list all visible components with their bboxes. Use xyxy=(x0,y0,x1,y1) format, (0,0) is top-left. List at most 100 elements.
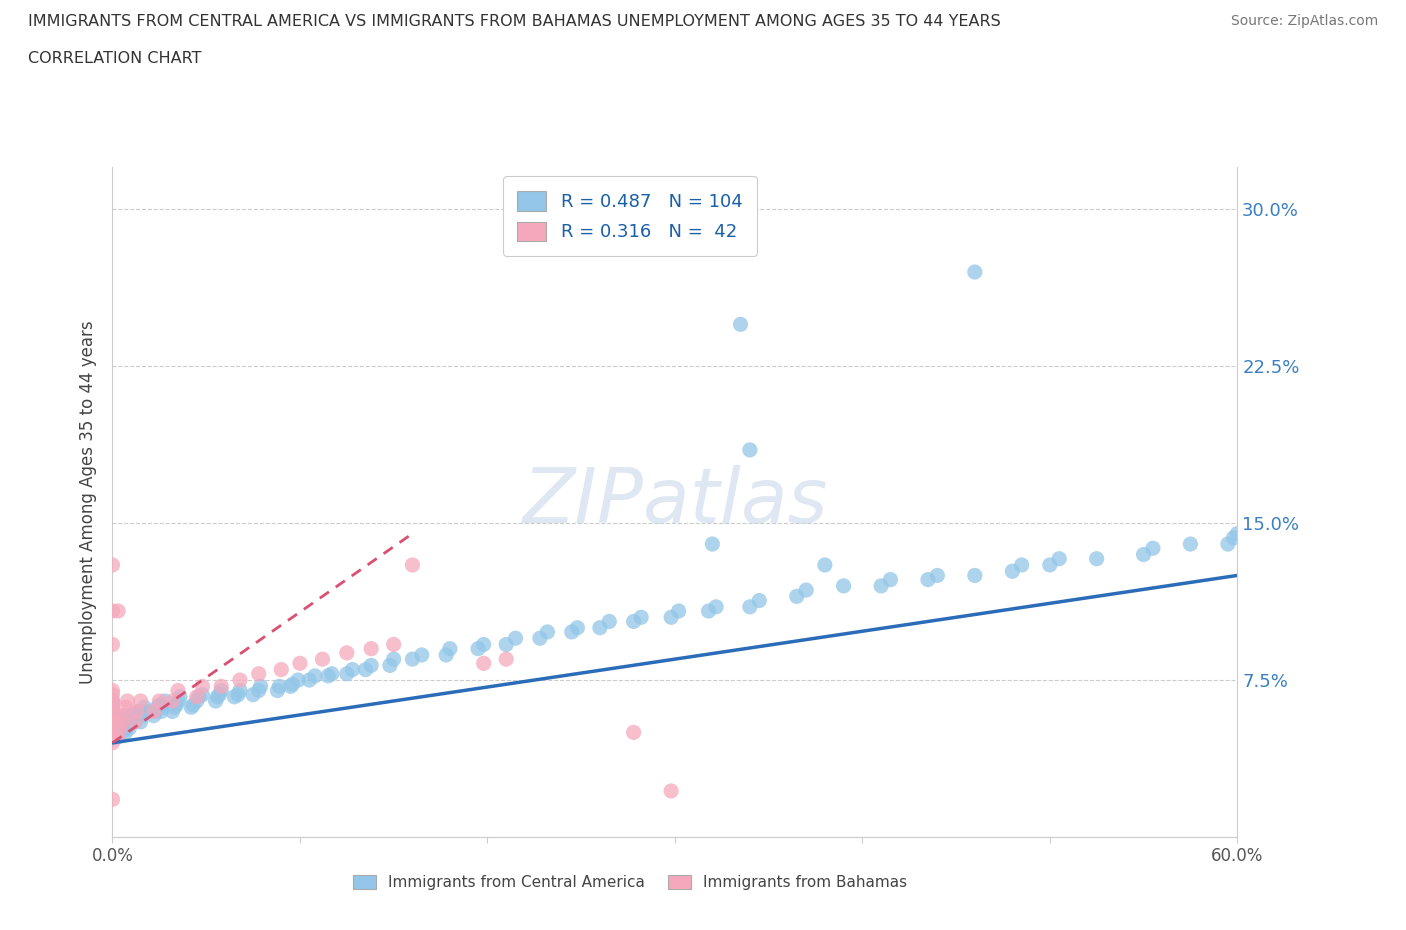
Point xyxy=(382,637,405,652)
Point xyxy=(142,709,165,724)
Point xyxy=(117,711,139,725)
Point xyxy=(125,709,148,724)
Point xyxy=(382,652,405,667)
Point xyxy=(169,689,191,704)
Point xyxy=(101,698,124,712)
Point xyxy=(101,704,124,719)
Point xyxy=(112,709,135,724)
Point xyxy=(124,714,146,729)
Point xyxy=(131,709,153,724)
Point xyxy=(668,604,690,618)
Point xyxy=(209,679,232,694)
Point xyxy=(434,647,457,662)
Point xyxy=(567,620,589,635)
Point xyxy=(191,679,214,694)
Point xyxy=(249,679,271,694)
Point xyxy=(101,709,124,724)
Point xyxy=(630,610,652,625)
Point xyxy=(316,669,339,684)
Point xyxy=(101,736,124,751)
Point xyxy=(247,683,270,698)
Point xyxy=(162,704,184,719)
Point xyxy=(269,679,291,694)
Point xyxy=(191,687,214,702)
Point xyxy=(101,683,124,698)
Point xyxy=(145,704,167,719)
Point xyxy=(963,265,986,280)
Point xyxy=(162,694,184,709)
Point xyxy=(152,700,174,715)
Point xyxy=(101,700,124,715)
Point xyxy=(659,783,682,798)
Point xyxy=(128,704,150,719)
Point xyxy=(229,672,252,687)
Point xyxy=(101,704,124,719)
Point xyxy=(129,694,152,709)
Point xyxy=(101,725,124,740)
Point xyxy=(1011,558,1033,573)
Point xyxy=(288,656,311,671)
Point xyxy=(467,642,489,657)
Point xyxy=(495,652,517,667)
Point xyxy=(354,662,377,677)
Point xyxy=(163,700,186,715)
Point xyxy=(101,792,124,807)
Point xyxy=(187,689,209,704)
Point xyxy=(1085,551,1108,566)
Point xyxy=(1047,551,1070,566)
Point xyxy=(738,600,761,615)
Point xyxy=(561,625,583,640)
Point xyxy=(142,704,165,719)
Point xyxy=(117,719,139,734)
Point xyxy=(117,694,139,709)
Point xyxy=(589,620,612,635)
Point xyxy=(472,637,495,652)
Point xyxy=(101,731,124,746)
Point xyxy=(266,683,288,698)
Point xyxy=(108,721,131,736)
Point xyxy=(401,558,423,573)
Point xyxy=(623,725,645,740)
Point xyxy=(1222,530,1244,545)
Point xyxy=(270,662,292,677)
Point xyxy=(598,614,620,629)
Point xyxy=(124,714,146,729)
Point xyxy=(298,672,321,687)
Legend: Immigrants from Central America, Immigrants from Bahamas: Immigrants from Central America, Immigra… xyxy=(347,869,912,897)
Point xyxy=(208,687,231,702)
Point xyxy=(167,694,190,709)
Point xyxy=(148,694,170,709)
Point xyxy=(101,719,124,734)
Point xyxy=(148,698,170,712)
Point xyxy=(101,721,124,736)
Point xyxy=(101,604,124,618)
Point xyxy=(1226,526,1249,541)
Point xyxy=(111,714,134,729)
Point xyxy=(101,725,124,740)
Point xyxy=(101,558,124,573)
Point xyxy=(125,704,148,719)
Point xyxy=(439,642,461,657)
Point xyxy=(786,589,808,604)
Point xyxy=(114,714,136,729)
Point xyxy=(186,689,208,704)
Point xyxy=(659,610,682,625)
Point xyxy=(304,669,326,684)
Point xyxy=(1216,537,1239,551)
Point xyxy=(165,698,187,712)
Point xyxy=(378,658,401,673)
Point xyxy=(134,700,156,715)
Point xyxy=(146,700,169,715)
Point xyxy=(536,625,558,640)
Point xyxy=(111,714,134,729)
Point xyxy=(207,689,229,704)
Point xyxy=(101,637,124,652)
Point xyxy=(114,725,136,740)
Point xyxy=(247,667,270,682)
Point xyxy=(1142,541,1164,556)
Point xyxy=(129,714,152,729)
Point xyxy=(167,683,190,698)
Point xyxy=(118,709,141,724)
Point xyxy=(101,729,124,744)
Point xyxy=(186,694,208,709)
